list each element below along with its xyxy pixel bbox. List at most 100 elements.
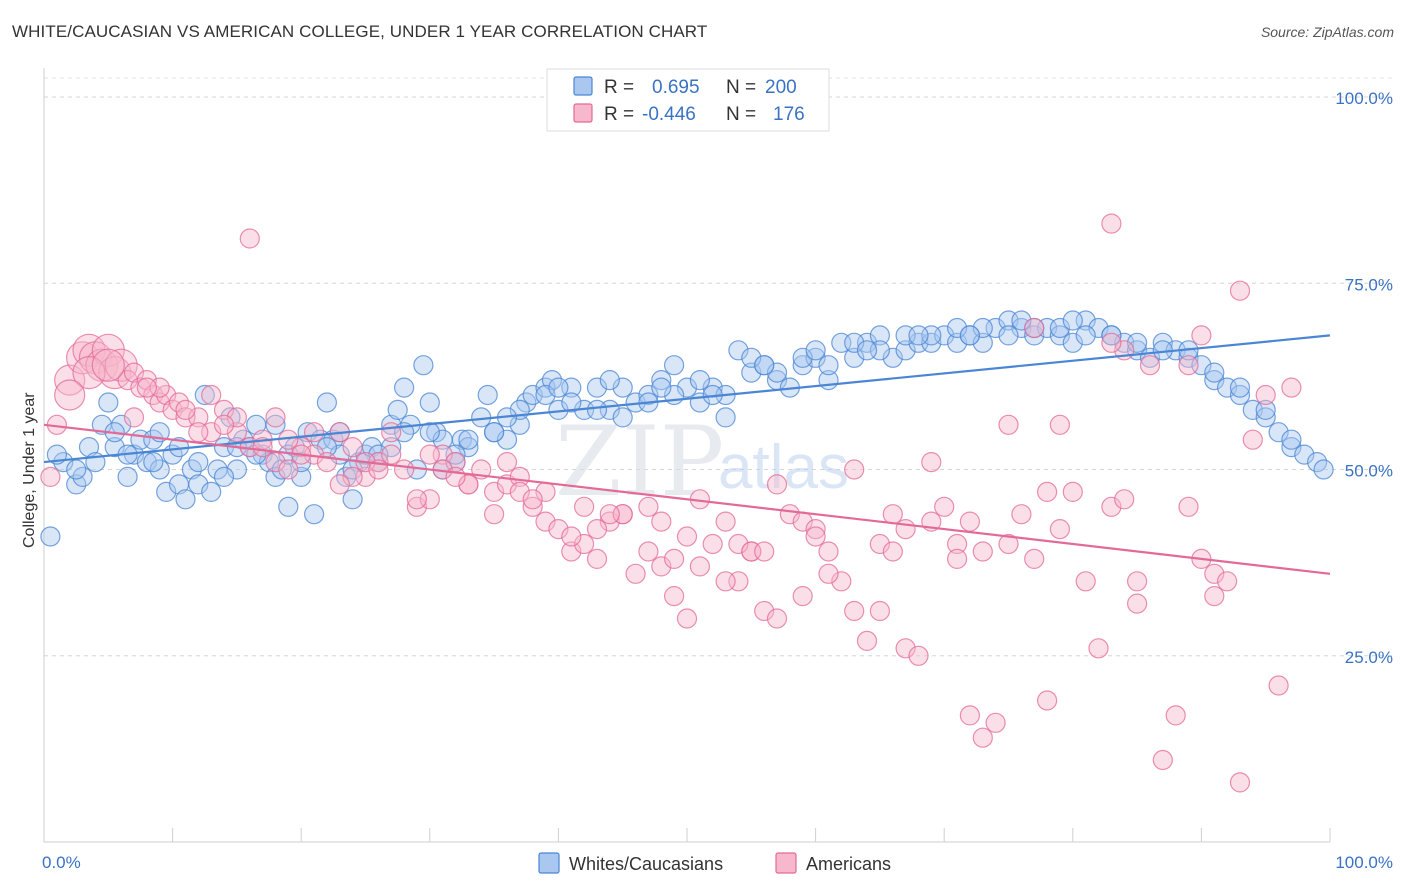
- point-americans: [484, 504, 505, 525]
- point-americans: [869, 533, 891, 555]
- point-whites: [651, 370, 672, 391]
- point-americans: [1204, 585, 1225, 607]
- point-whites: [1062, 332, 1083, 353]
- point-americans: [715, 511, 736, 532]
- point-whites: [1126, 332, 1148, 353]
- y-axis-label: College, Under 1 year: [21, 392, 38, 548]
- point-americans: [1088, 638, 1109, 659]
- point-whites: [638, 384, 659, 406]
- point-americans: [638, 541, 659, 562]
- point-whites: [413, 355, 434, 376]
- y-tick-label: 75.0%: [1345, 275, 1393, 294]
- point-americans: [484, 481, 505, 502]
- point-whites: [188, 474, 209, 495]
- point-whites: [316, 392, 337, 413]
- point-whites: [394, 377, 415, 398]
- point-whites: [844, 347, 865, 368]
- point-americans: [1126, 593, 1148, 614]
- point-whites: [1101, 325, 1122, 346]
- point-americans: [1178, 496, 1199, 517]
- point-whites: [291, 452, 312, 473]
- point-whites: [586, 377, 608, 398]
- point-americans: [104, 348, 138, 382]
- point-americans: [895, 638, 916, 659]
- point-americans: [445, 466, 466, 487]
- point-americans: [676, 526, 698, 547]
- point-americans: [91, 348, 125, 382]
- point-whites: [278, 496, 299, 517]
- point-americans: [805, 518, 826, 540]
- point-americans: [638, 496, 659, 517]
- point-americans: [998, 414, 1019, 435]
- point-americans: [985, 712, 1006, 733]
- point-americans: [1281, 377, 1302, 398]
- point-americans: [406, 489, 427, 510]
- point-whites: [1313, 459, 1334, 480]
- point-whites: [1204, 370, 1225, 391]
- bottom-legend-label-blue: Whites/Caucasians: [569, 854, 723, 874]
- point-americans: [509, 481, 530, 502]
- point-americans: [599, 511, 620, 532]
- point-whites: [972, 317, 993, 339]
- point-whites: [1062, 310, 1083, 331]
- point-americans: [1191, 325, 1212, 346]
- point-whites: [1049, 325, 1071, 346]
- point-americans: [561, 526, 582, 547]
- legend-r-label-blue: R =: [604, 77, 634, 98]
- point-americans: [844, 459, 865, 480]
- point-americans: [1204, 563, 1225, 584]
- point-americans: [1049, 414, 1071, 435]
- point-americans: [651, 511, 672, 532]
- point-americans: [496, 452, 518, 473]
- y-tick-label: 25.0%: [1345, 648, 1393, 667]
- point-americans: [754, 541, 775, 562]
- point-americans: [882, 541, 903, 562]
- point-americans: [329, 474, 350, 495]
- point-whites: [972, 332, 993, 353]
- point-whites: [715, 407, 736, 428]
- point-whites: [1075, 325, 1096, 346]
- point-whites: [882, 347, 903, 368]
- point-americans: [342, 437, 363, 458]
- x-tick-label: 0.0%: [42, 853, 81, 872]
- point-americans: [1011, 504, 1032, 525]
- point-americans: [844, 600, 865, 622]
- point-whites: [586, 399, 608, 420]
- point-whites: [612, 407, 633, 428]
- point-americans: [509, 466, 530, 487]
- stats-legend: R = 0.695 N = 200 R = -0.446 N = 176: [546, 68, 830, 132]
- axes: [43, 68, 1331, 843]
- point-americans: [818, 541, 839, 562]
- point-americans: [1139, 355, 1161, 376]
- point-whites: [1281, 437, 1302, 458]
- point-whites: [561, 392, 582, 413]
- point-whites: [741, 362, 762, 383]
- point-americans: [1024, 317, 1045, 339]
- point-americans: [1036, 481, 1058, 502]
- point-americans: [869, 600, 891, 622]
- point-americans: [381, 422, 402, 443]
- point-whites: [213, 466, 235, 487]
- y-tick-label: 100.0%: [1335, 89, 1393, 108]
- legend-n-label-pink: N =: [726, 104, 756, 125]
- legend-n-value-blue: 200: [765, 77, 797, 98]
- point-whites: [921, 332, 942, 353]
- point-americans: [934, 496, 955, 517]
- y-tick-labels: 25.0% 50.0% 75.0% 100.0%: [1335, 89, 1393, 667]
- point-americans: [586, 518, 608, 540]
- point-americans: [1229, 280, 1251, 301]
- point-whites: [1294, 444, 1315, 465]
- point-whites: [548, 377, 569, 398]
- point-whites: [805, 340, 826, 361]
- point-whites: [419, 392, 440, 413]
- point-whites: [175, 489, 196, 510]
- point-americans: [1126, 571, 1148, 592]
- point-americans: [779, 504, 801, 525]
- point-americans: [304, 422, 325, 443]
- point-whites: [895, 340, 916, 361]
- point-whites: [432, 429, 453, 450]
- bottom-legend-label-pink: Americans: [806, 854, 891, 874]
- point-americans: [651, 556, 672, 577]
- point-americans: [40, 466, 61, 487]
